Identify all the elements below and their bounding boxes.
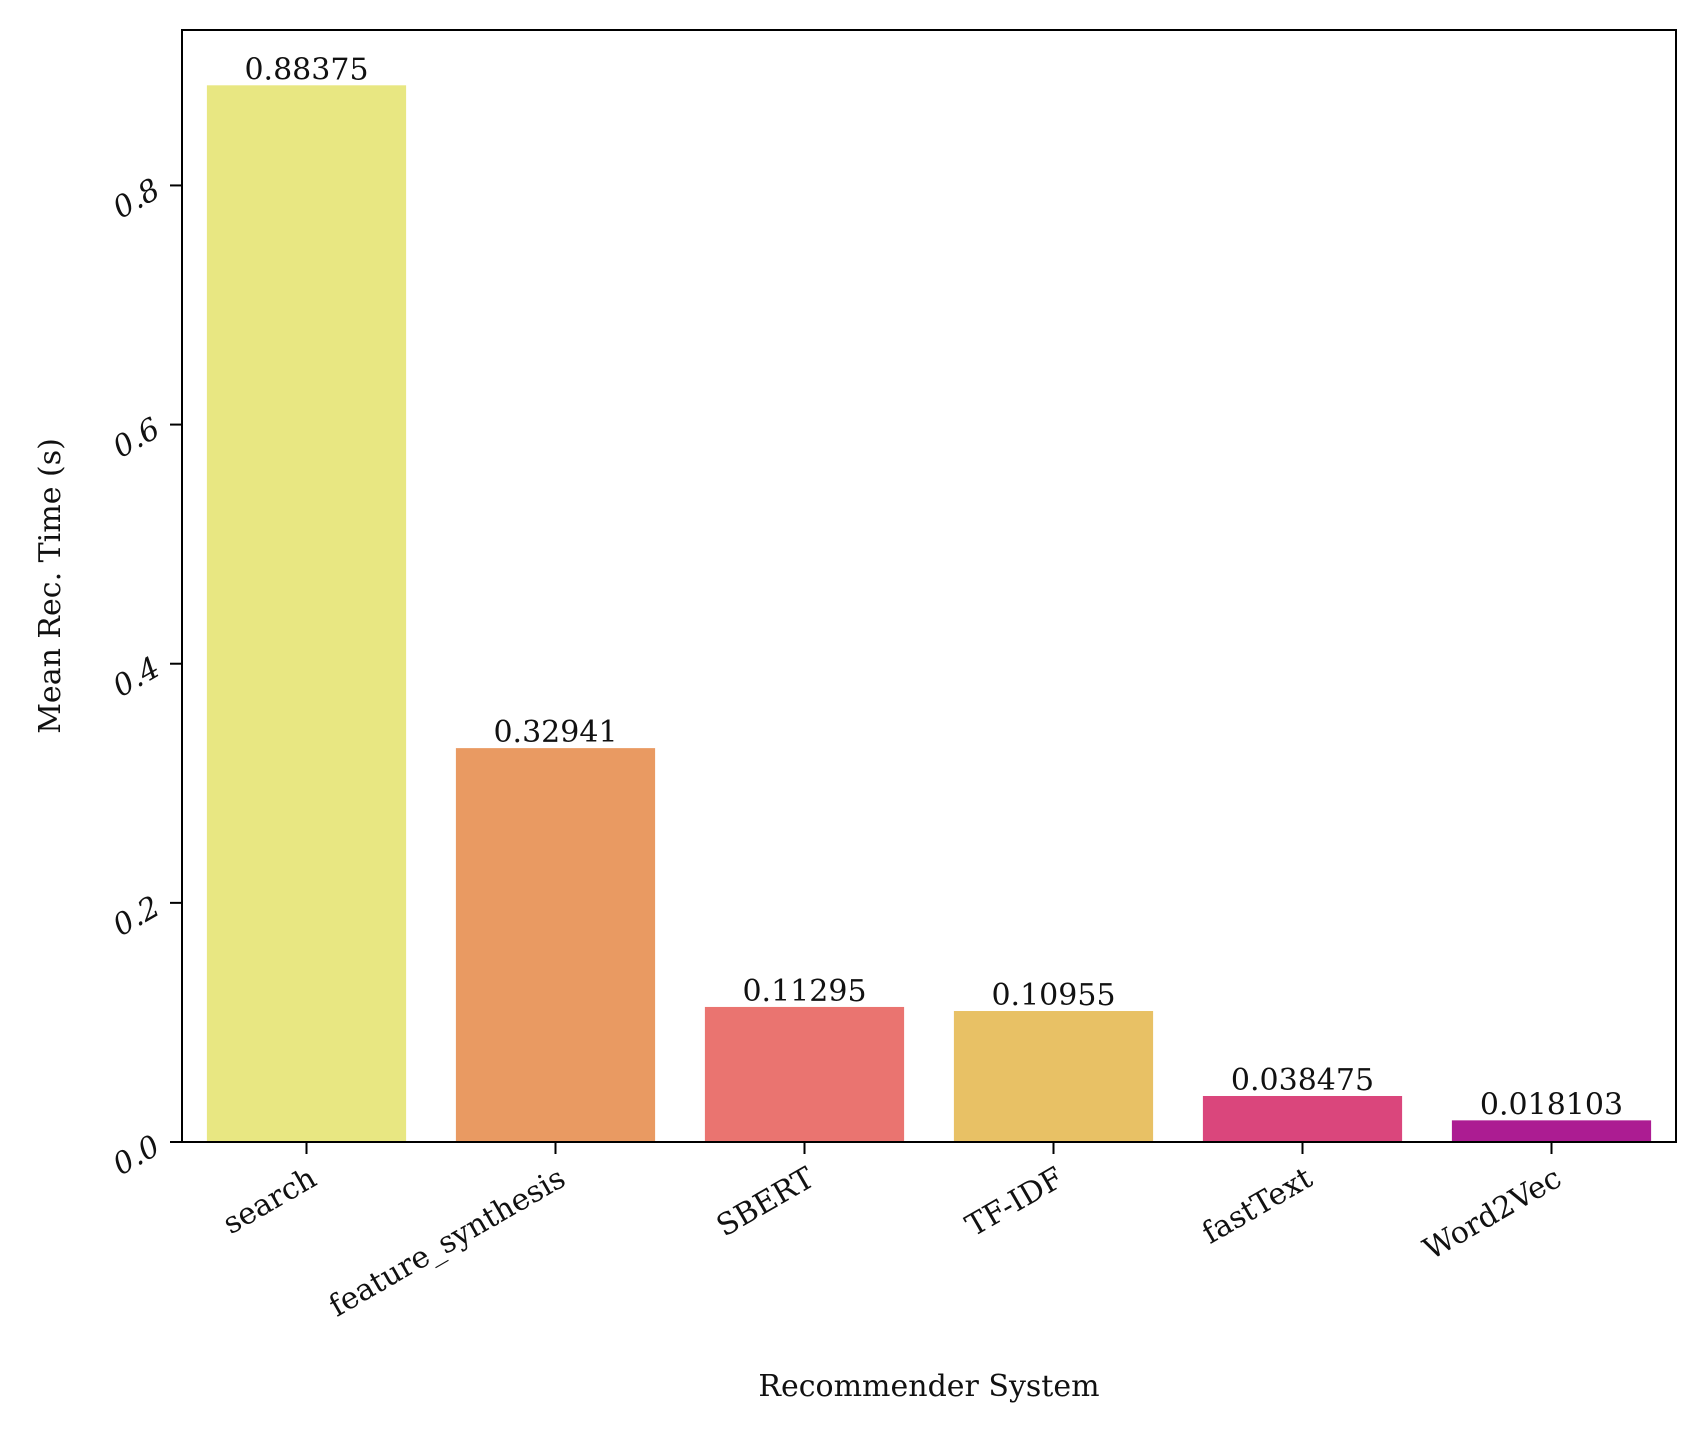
bar-value-label: 0.88375 [244, 52, 368, 87]
bar-feature-synthesis [455, 748, 656, 1142]
bar-value-label: 0.038475 [1231, 1063, 1374, 1098]
bar-value-label: 0.11295 [742, 974, 866, 1009]
bar-fasttext [1202, 1095, 1403, 1142]
bar-search [206, 85, 407, 1143]
plot-frame [181, 29, 1677, 1143]
x-axis-title: Recommender System [758, 1369, 1099, 1404]
y-axis-title: Mean Rec. Time (s) [33, 438, 68, 734]
x-tick-label: search [217, 1161, 322, 1242]
bar-word2vec [1451, 1120, 1652, 1142]
bar-value-label: 0.10955 [991, 978, 1115, 1013]
y-tick-label: 0.2 [107, 889, 166, 943]
bar-value-label: 0.32941 [493, 715, 617, 750]
x-tick-label: Word2Vec [1418, 1161, 1568, 1268]
x-tick-label: feature_synthesis [323, 1161, 571, 1325]
x-tick-label: SBERT [711, 1161, 821, 1245]
x-tick-label: fastText [1196, 1161, 1318, 1252]
y-tick-label: 0.8 [107, 172, 166, 226]
bars-group [206, 85, 1652, 1143]
bar-value-label: 0.018103 [1480, 1087, 1623, 1122]
y-tick-label: 0.6 [107, 411, 166, 465]
y-tick-label: 0.4 [107, 650, 166, 704]
y-tick-label: 0.0 [107, 1129, 166, 1183]
bar-value-labels-group: 0.88375 0.32941 0.11295 0.10955 0.038475 0.01… [244, 52, 1623, 1122]
bar-sbert [704, 1006, 905, 1142]
x-tick-label: TF-IDF [960, 1161, 1070, 1244]
bar-tf-idf [953, 1011, 1154, 1142]
x-axis-ticks-group: search feature_synthesis SBERT TF-IDF fastTe… [217, 1142, 1568, 1325]
y-axis-ticks-group: 0.0 0.2 0.4 0.6 0.8 [107, 172, 182, 1183]
